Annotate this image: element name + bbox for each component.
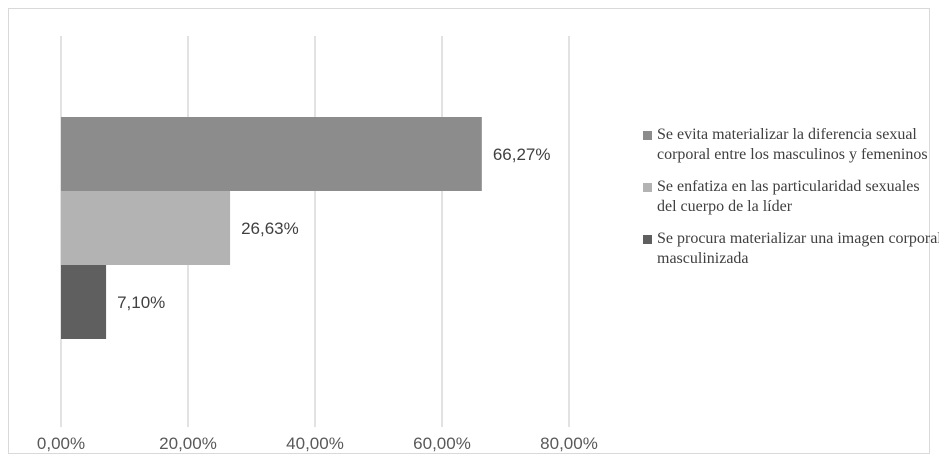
gridlines xyxy=(60,36,570,427)
x-tick-label: 0,00% xyxy=(37,434,85,453)
legend-swatch xyxy=(643,131,652,140)
x-tick-label: 80,00% xyxy=(540,434,598,453)
bars xyxy=(61,117,482,339)
legend-label: Se evita materializar la diferencia sexu… xyxy=(657,126,928,163)
data-labels: 66,27% 26,63% 7,10% xyxy=(117,145,550,312)
legend-item: Se evita materializar la diferencia sexu… xyxy=(643,125,939,165)
bar-chart: 66,27% 26,63% 7,10% 0,00% 20,00% 40,00% 60,00… xyxy=(37,36,598,453)
legend-swatch xyxy=(643,235,652,244)
bar xyxy=(61,117,482,191)
bar xyxy=(61,265,107,339)
legend-item: Se procura materializar una imagen corpo… xyxy=(643,229,939,269)
legend-item: Se enfatiza en las particularidad sexual… xyxy=(643,177,939,217)
chart-frame: 66,27% 26,63% 7,10% 0,00% 20,00% 40,00% 60,00… xyxy=(8,8,939,454)
data-label: 66,27% xyxy=(493,145,551,164)
legend-label: Se enfatiza en las particularidad sexual… xyxy=(657,178,920,215)
x-tick-label: 20,00% xyxy=(159,434,217,453)
legend: Se evita materializar la diferencia sexu… xyxy=(643,125,939,281)
legend-swatch xyxy=(643,183,652,192)
data-label: 26,63% xyxy=(241,219,299,238)
x-tick-label: 60,00% xyxy=(413,434,471,453)
x-tick-label: 40,00% xyxy=(286,434,344,453)
legend-label: Se procura materializar una imagen corpo… xyxy=(657,230,939,267)
data-label: 7,10% xyxy=(117,293,165,312)
bar xyxy=(61,191,231,265)
x-axis-ticks: 0,00% 20,00% 40,00% 60,00% 80,00% xyxy=(37,434,598,453)
